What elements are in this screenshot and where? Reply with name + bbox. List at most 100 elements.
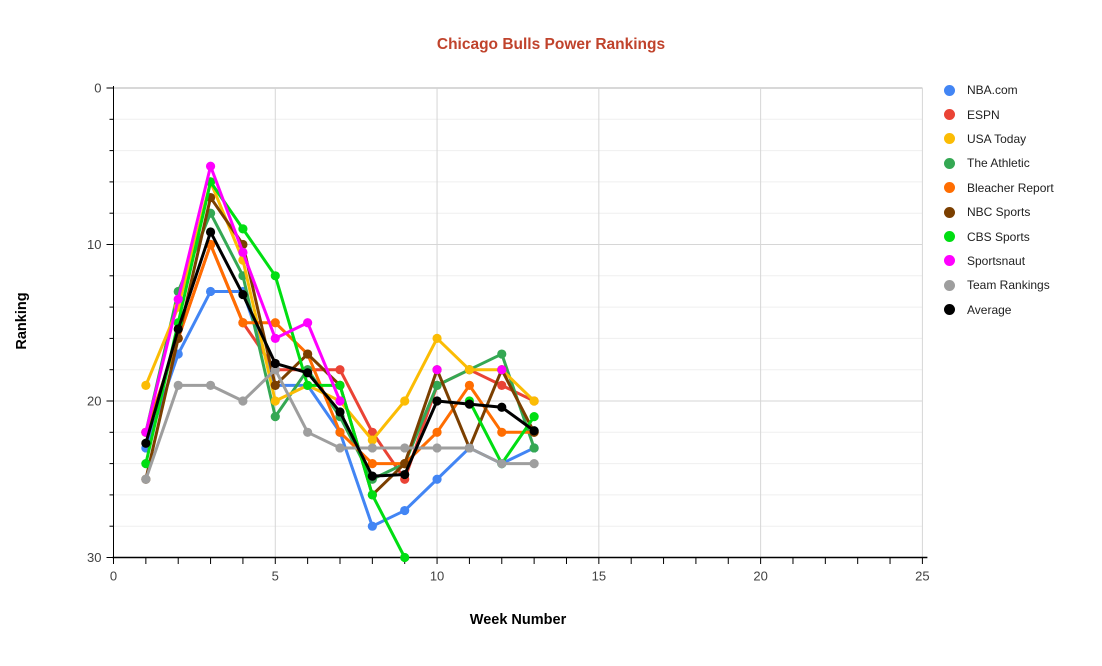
data-point-cbs-sports[interactable]	[270, 271, 280, 281]
data-point-sportsnaut[interactable]	[432, 365, 442, 375]
legend-label: USA Today	[967, 131, 1027, 146]
data-point-espn[interactable]	[335, 365, 345, 375]
data-point-sportsnaut[interactable]	[238, 247, 248, 257]
legend-item-bleacher-report[interactable]: Bleacher Report	[944, 176, 1102, 200]
legend-item-nba-com[interactable]: NBA.com	[944, 78, 1102, 102]
data-point-average[interactable]	[173, 324, 183, 334]
data-point-cbs-sports[interactable]	[238, 224, 248, 234]
data-point-the-athletic[interactable]	[497, 349, 507, 359]
x-tick-label: 10	[430, 569, 444, 584]
legend-item-cbs-sports[interactable]: CBS Sports	[944, 224, 1102, 248]
y-axis-title: Ranking	[14, 292, 30, 350]
data-point-average[interactable]	[464, 399, 475, 409]
data-point-cbs-sports[interactable]	[303, 380, 313, 390]
data-point-team-rankings[interactable]	[529, 459, 539, 469]
legend-item-the-athletic[interactable]: The Athletic	[944, 151, 1102, 175]
chart-title: Chicago Bulls Power Rankings	[436, 36, 666, 53]
data-point-bleacher-report[interactable]	[238, 318, 248, 328]
data-point-usa-today[interactable]	[367, 435, 377, 445]
data-point-sportsnaut[interactable]	[270, 333, 280, 343]
data-point-the-athletic[interactable]	[270, 412, 280, 422]
data-point-team-rankings[interactable]	[335, 443, 345, 453]
data-point-team-rankings[interactable]	[464, 443, 475, 453]
legend-item-nbc-sports[interactable]: NBC Sports	[944, 200, 1102, 224]
legend-swatch-icon	[944, 279, 955, 291]
data-point-sportsnaut[interactable]	[497, 365, 507, 375]
legend-label: Average	[967, 302, 1012, 317]
legend-item-average[interactable]: Average	[944, 298, 1102, 322]
data-point-team-rankings[interactable]	[367, 443, 377, 453]
data-point-average[interactable]	[335, 407, 345, 417]
y-tick-label: 20	[87, 394, 101, 409]
legend-item-sportsnaut[interactable]: Sportsnaut	[944, 249, 1102, 273]
data-point-nba-com[interactable]	[367, 521, 377, 531]
data-point-nba-com[interactable]	[400, 505, 410, 516]
data-point-usa-today[interactable]	[529, 396, 539, 406]
data-point-cbs-sports[interactable]	[141, 459, 151, 469]
data-point-usa-today[interactable]	[432, 333, 442, 343]
legend-item-usa-today[interactable]: USA Today	[944, 127, 1102, 151]
legend-item-espn[interactable]: ESPN	[944, 102, 1102, 126]
data-point-espn[interactable]	[367, 427, 377, 437]
data-point-cbs-sports[interactable]	[400, 552, 410, 563]
x-axis-title: Week Number	[469, 612, 567, 628]
data-point-bleacher-report[interactable]	[367, 459, 377, 469]
data-point-average[interactable]	[432, 396, 442, 406]
data-point-sportsnaut[interactable]	[173, 294, 183, 304]
data-point-nba-com[interactable]	[205, 286, 216, 297]
data-point-average[interactable]	[238, 289, 248, 300]
data-point-team-rankings[interactable]	[141, 474, 151, 484]
data-point-nbc-sports[interactable]	[303, 349, 313, 359]
data-point-nbc-sports[interactable]	[270, 380, 280, 390]
data-point-sportsnaut[interactable]	[335, 396, 345, 406]
data-point-bleacher-report[interactable]	[432, 427, 442, 437]
data-point-average[interactable]	[270, 358, 280, 369]
data-point-average[interactable]	[497, 402, 507, 412]
data-point-team-rankings[interactable]	[205, 380, 216, 390]
chart-legend: NBA.com ESPN USA Today The Athletic Bleacher…	[944, 78, 1102, 322]
data-point-the-athletic[interactable]	[529, 443, 539, 453]
data-point-average[interactable]	[205, 227, 216, 237]
data-point-cbs-sports[interactable]	[335, 380, 345, 390]
x-tick-label: 15	[592, 569, 606, 584]
data-point-usa-today[interactable]	[141, 380, 151, 390]
legend-swatch-icon	[944, 109, 955, 121]
data-point-team-rankings[interactable]	[238, 396, 248, 406]
legend-swatch-icon	[944, 255, 955, 267]
legend-swatch-icon	[944, 133, 955, 145]
legend-item-team-rankings[interactable]: Team Rankings	[944, 273, 1102, 297]
data-point-average[interactable]	[367, 471, 377, 481]
legend-label: ESPN	[967, 107, 1000, 122]
x-tick-label: 25	[915, 569, 929, 584]
data-point-cbs-sports[interactable]	[529, 412, 539, 422]
data-point-bleacher-report[interactable]	[497, 427, 507, 437]
data-point-nba-com[interactable]	[432, 474, 442, 484]
x-tick-label: 0	[110, 569, 117, 584]
data-point-team-rankings[interactable]	[173, 380, 183, 390]
data-point-team-rankings[interactable]	[432, 443, 442, 453]
data-point-average[interactable]	[141, 438, 151, 448]
data-point-cbs-sports[interactable]	[367, 490, 377, 500]
data-point-team-rankings[interactable]	[497, 459, 507, 469]
data-point-bleacher-report[interactable]	[335, 427, 345, 437]
data-point-team-rankings[interactable]	[303, 427, 313, 437]
data-point-sportsnaut[interactable]	[205, 161, 216, 171]
legend-swatch-icon	[944, 157, 955, 169]
data-point-average[interactable]	[529, 426, 539, 436]
data-point-bleacher-report[interactable]	[270, 318, 280, 328]
data-point-average[interactable]	[303, 368, 313, 378]
data-point-average[interactable]	[400, 469, 410, 480]
data-point-usa-today[interactable]	[464, 365, 475, 375]
data-point-sportsnaut[interactable]	[303, 318, 313, 328]
legend-label: Team Rankings	[967, 278, 1050, 293]
data-point-team-rankings[interactable]	[400, 443, 410, 453]
x-tick-label: 5	[272, 569, 279, 584]
data-point-bleacher-report[interactable]	[464, 380, 475, 390]
data-point-the-athletic[interactable]	[432, 380, 442, 390]
data-point-usa-today[interactable]	[400, 396, 410, 406]
data-point-espn[interactable]	[497, 380, 507, 390]
legend-label: CBS Sports	[967, 229, 1030, 244]
legend-label: NBA.com	[967, 83, 1018, 98]
data-point-usa-today[interactable]	[270, 396, 280, 406]
